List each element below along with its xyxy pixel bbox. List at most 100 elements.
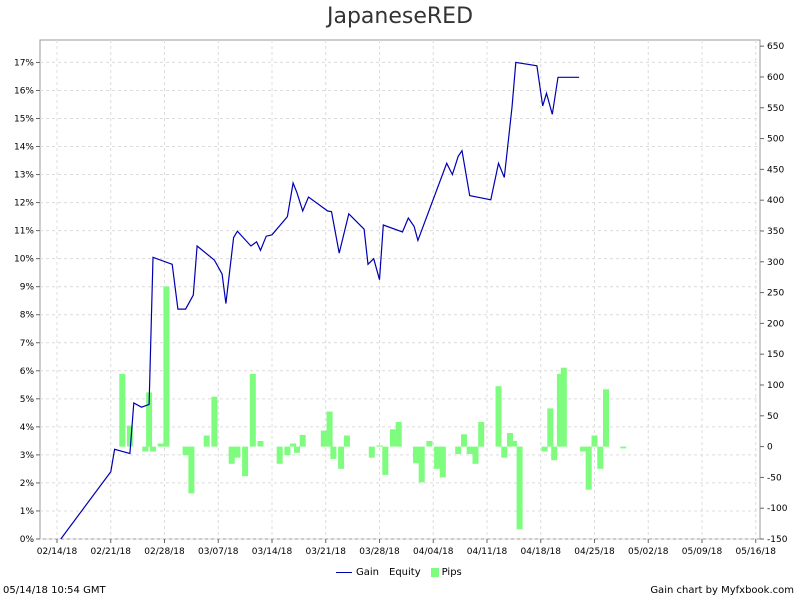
x-tick-label: 05/02/18 <box>628 547 669 557</box>
pips-bar <box>603 389 609 447</box>
gain-line-group <box>60 61 580 540</box>
grid-lines <box>40 40 760 540</box>
x-tick-label: 04/11/18 <box>467 547 508 557</box>
right-tick-label: 500 <box>767 135 784 145</box>
pips-bar <box>585 446 592 490</box>
left-tick-label: 12% <box>14 199 34 209</box>
pips-bar <box>507 433 513 447</box>
left-tick-label: 16% <box>14 86 34 96</box>
pips-bar <box>455 446 462 454</box>
pips-bar <box>560 367 567 447</box>
right-tick-label: 0 <box>767 443 773 453</box>
left-tick-label: 13% <box>14 171 34 181</box>
left-axis: 0% 1% 2% 3% 4% 5% 6% 7% 8% 9% 10% 11% 12% 13% 14% 15% 16… <box>14 58 40 545</box>
pips-bar <box>580 446 586 452</box>
left-tick-label: 14% <box>14 143 34 153</box>
pips-bar <box>249 373 256 447</box>
x-tick-label: 04/04/18 <box>413 547 454 557</box>
right-tick-label: 300 <box>767 258 784 268</box>
pips-bar <box>395 422 402 447</box>
pips-bars <box>119 286 627 530</box>
left-tick-label: 7% <box>20 339 35 349</box>
footer-credit: Gain chart by Myfxbook.com <box>650 585 794 596</box>
left-tick-label: 3% <box>20 451 35 461</box>
legend-item-equity: Equity <box>389 567 421 578</box>
x-tick-label: 02/28/18 <box>144 547 185 557</box>
left-tick-label: 8% <box>20 311 35 321</box>
right-tick-label: 150 <box>767 350 784 360</box>
right-axis: -150 -100 -50 0 50 100 150 200 250 300 350 400 450 50… <box>760 42 788 545</box>
pips-bar <box>188 446 195 494</box>
x-tick-label: 03/28/18 <box>359 547 400 557</box>
footer-timestamp: 05/14/18 10:54 GMT <box>3 585 106 596</box>
pips-bar <box>466 446 473 454</box>
right-tick-label: 650 <box>767 42 784 52</box>
left-tick-label: 0% <box>20 535 35 545</box>
pips-bar <box>439 446 446 478</box>
left-tick-label: 15% <box>14 114 34 124</box>
pips-bar <box>472 446 479 464</box>
pips-bar <box>203 435 210 447</box>
pips-bar <box>146 392 153 447</box>
pips-bar <box>294 446 300 453</box>
pips-bar <box>320 430 327 447</box>
pips-bar <box>163 286 170 447</box>
pips-bar <box>547 408 554 447</box>
right-tick-label: 550 <box>767 104 784 114</box>
pips-bar <box>461 434 467 447</box>
gain-line <box>60 61 580 540</box>
left-tick-label: 2% <box>20 479 35 489</box>
left-tick-label: 11% <box>14 227 34 237</box>
left-tick-label: 10% <box>14 255 34 265</box>
plot-area <box>39 39 761 540</box>
pips-bar <box>426 441 433 447</box>
legend-label-pips: Pips <box>441 567 462 578</box>
chart-title: JapaneseRED <box>326 4 474 29</box>
right-tick-label: 600 <box>767 73 784 83</box>
pips-bar <box>343 435 350 447</box>
pips-bar <box>382 446 389 475</box>
pips-bar <box>228 446 235 464</box>
x-tick-label: 03/14/18 <box>252 547 293 557</box>
pips-bar <box>516 446 523 530</box>
x-axis: 02/14/18 02/21/18 02/28/18 03/07/18 03/14/18… <box>37 539 776 557</box>
right-tick-label: 250 <box>767 289 784 299</box>
legend-label-equity: Equity <box>389 567 421 578</box>
pips-bar <box>284 446 291 456</box>
pips-bar <box>495 386 502 447</box>
pips-bar <box>211 396 218 447</box>
pips-bar <box>242 446 249 477</box>
pips-bar <box>551 446 558 461</box>
pips-bar <box>541 446 548 452</box>
right-tick-label: -150 <box>767 535 788 545</box>
x-tick-label: 04/25/18 <box>574 547 615 557</box>
pips-bar <box>276 446 283 464</box>
legend-swatch-pips <box>430 568 439 577</box>
left-tick-label: 5% <box>20 395 35 405</box>
pips-bar <box>591 435 598 447</box>
x-tick-label: 03/21/18 <box>306 547 347 557</box>
x-tick-label: 03/07/18 <box>198 547 239 557</box>
pips-bar <box>326 411 333 447</box>
pips-bar <box>234 446 241 458</box>
right-tick-label: 350 <box>767 227 784 237</box>
right-tick-label: -50 <box>767 473 782 483</box>
left-tick-label: 1% <box>20 507 35 517</box>
pips-bar <box>257 441 264 447</box>
pips-bar <box>413 446 419 464</box>
legend-item-pips: Pips <box>430 567 462 578</box>
legend-swatch-gain <box>336 572 352 573</box>
right-tick-label: 50 <box>767 412 779 422</box>
pips-bar <box>150 446 156 452</box>
pips-bar <box>389 429 396 447</box>
pips-bar <box>142 446 149 452</box>
legend: Gain Equity Pips <box>336 567 472 578</box>
pips-bar <box>126 425 133 447</box>
pips-bar <box>157 443 164 447</box>
pips-bar <box>368 446 375 458</box>
right-tick-label: 200 <box>767 319 784 329</box>
right-tick-label: -100 <box>767 504 788 514</box>
pips-bar <box>478 422 485 447</box>
pips-bar <box>290 443 297 447</box>
